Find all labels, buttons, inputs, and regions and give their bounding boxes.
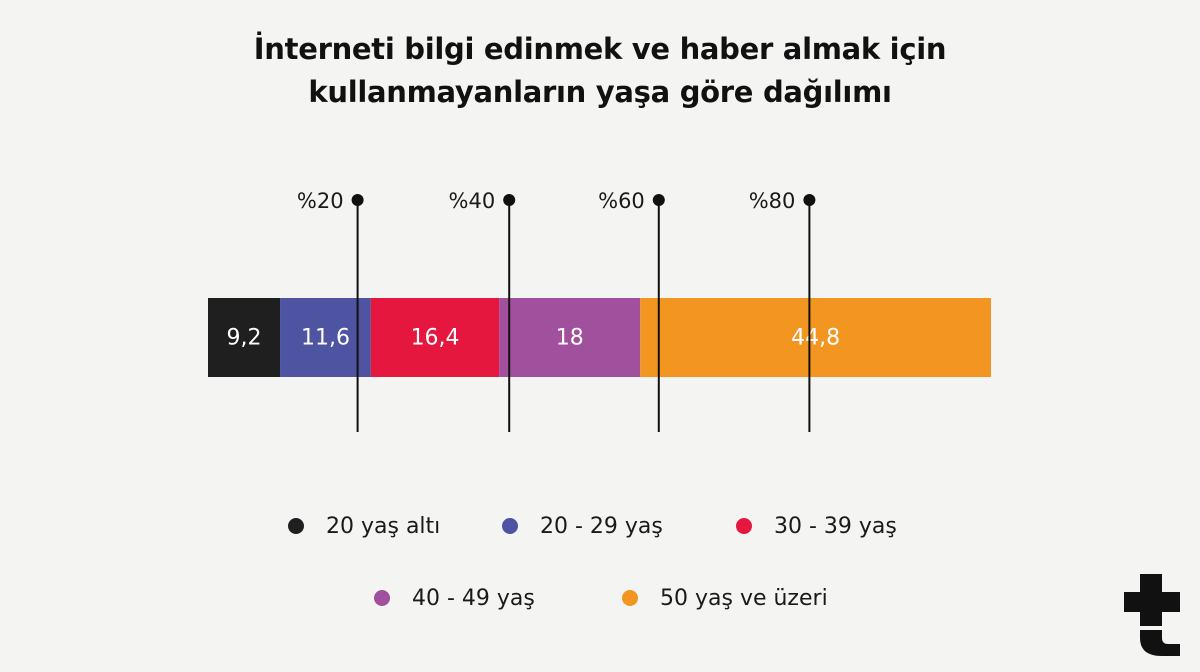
bar-segment-label-3: 18: [556, 326, 584, 351]
reference-marker-80: [803, 194, 816, 206]
reference-marker-20: [351, 194, 364, 206]
legend-label: 20 - 29 yaş: [540, 513, 663, 539]
bar-segment-label-0: 9,2: [227, 326, 262, 351]
reference-marker-60: [652, 194, 665, 206]
bar-segment-label-4: 44,8: [791, 326, 840, 351]
legend-item-30-39: 30 - 39 yaş: [736, 506, 897, 546]
reference-label-40: %40: [449, 189, 496, 213]
reference-label-60: %60: [598, 189, 645, 213]
bar-segment-label-1: 11,6: [301, 326, 350, 351]
legend-item-40-49: 40 - 49 yaş: [374, 578, 535, 618]
bar-segment-label-2: 16,4: [411, 326, 460, 351]
legend-dot-icon: [288, 518, 304, 534]
legend-label: 50 yaş ve üzeri: [660, 585, 828, 611]
legend-dot-icon: [374, 590, 390, 606]
legend-label: 20 yaş altı: [326, 513, 441, 539]
reference-label-20: %20: [297, 189, 344, 213]
bar-segment-3: [499, 298, 641, 377]
chart-title: İnterneti bilgi edinmek ve haber almak i…: [0, 28, 1200, 114]
bar-segment-2: [370, 298, 500, 377]
legend-label: 40 - 49 yaş: [412, 585, 535, 611]
bar-segment-4: [640, 298, 991, 377]
bar-segment-0: [208, 298, 281, 377]
legend-item-20-29: 20 - 29 yaş: [502, 506, 663, 546]
teyit-t-icon: [1124, 574, 1180, 656]
legend-dot-icon: [502, 518, 518, 534]
chart-title-line-1: İnterneti bilgi edinmek ve haber almak i…: [253, 32, 947, 66]
reference-marker-40: [503, 194, 516, 206]
legend-dot-icon: [736, 518, 752, 534]
chart-title-line-2: kullanmayanların yaşa göre dağılımı: [308, 75, 892, 109]
legend-row-2: 40 - 49 yaş 50 yaş ve üzeri: [0, 578, 1200, 618]
legend-label: 30 - 39 yaş: [774, 513, 897, 539]
legend-dot-icon: [622, 590, 638, 606]
bar-segment-1: [280, 298, 371, 377]
legend-row-1: 20 yaş altı 20 - 29 yaş 30 - 39 yaş: [0, 506, 1200, 546]
legend-item-under-20: 20 yaş altı: [288, 506, 440, 546]
reference-label-80: %80: [749, 189, 796, 213]
legend-item-50-plus: 50 yaş ve üzeri: [622, 578, 828, 618]
